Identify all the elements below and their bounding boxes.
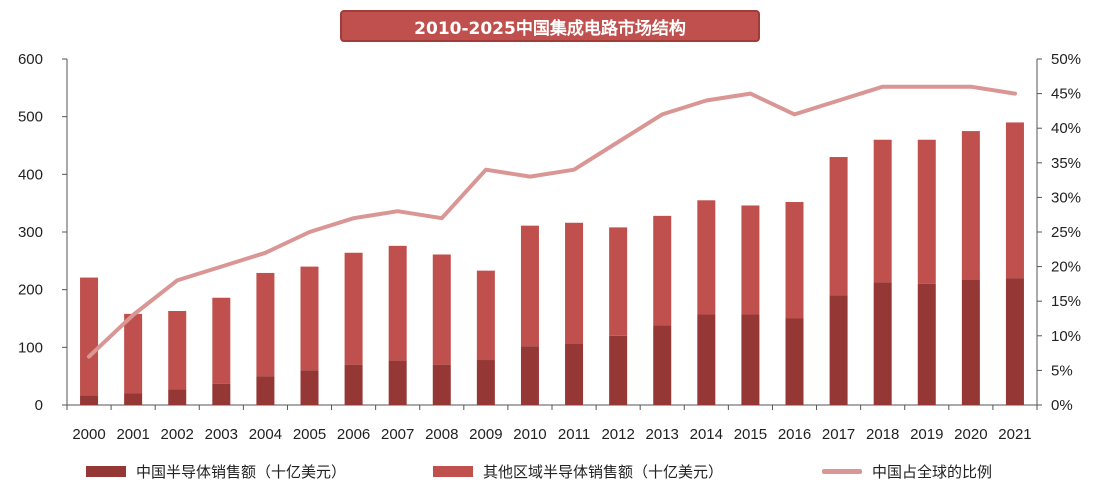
bar-china-sales xyxy=(476,360,495,405)
bar-other-sales xyxy=(344,252,363,365)
bar-other-sales xyxy=(520,225,539,347)
line-china-share xyxy=(87,84,1017,359)
y-left-tick-label: 300 xyxy=(18,224,43,241)
x-tick-label: 2018 xyxy=(866,426,899,443)
bar-other-sales xyxy=(212,297,231,384)
x-tick-label: 2019 xyxy=(910,426,943,443)
y-left-tick-label: 500 xyxy=(18,109,43,126)
x-tick-label: 2017 xyxy=(822,426,855,443)
y-right-tick-label: 40% xyxy=(1051,120,1081,137)
x-tick-label: 2005 xyxy=(293,426,326,443)
x-tick-label: 2009 xyxy=(469,426,502,443)
x-tick-label: 2013 xyxy=(646,426,679,443)
bar-other-sales xyxy=(829,157,848,296)
y-right-tick-label: 15% xyxy=(1051,293,1081,310)
legend-swatch-china-share xyxy=(822,469,862,474)
y-right-tick-label: 5% xyxy=(1051,362,1073,379)
bar-other-sales xyxy=(432,254,451,365)
y-right-tick-label: 45% xyxy=(1051,86,1081,103)
bar-other-sales xyxy=(697,200,716,315)
bar-other-sales xyxy=(80,277,99,396)
bar-china-sales xyxy=(917,283,936,405)
y-left-tick-label: 0 xyxy=(35,397,43,414)
bar-china-sales xyxy=(565,343,584,405)
x-tick-label: 2006 xyxy=(337,426,370,443)
chart-title: 2010-2025中国集成电路市场结构 xyxy=(340,10,760,42)
y-right-tick-label: 30% xyxy=(1051,189,1081,206)
legend-item-other-sales: 其他区域半导体销售额（十亿美元） xyxy=(433,461,723,482)
x-tick-label: 2010 xyxy=(513,426,546,443)
x-tick-label: 2001 xyxy=(116,426,149,443)
bar-other-sales xyxy=(873,139,892,283)
x-tick-label: 2020 xyxy=(954,426,987,443)
bar-other-sales xyxy=(124,313,143,394)
chart-legend: 中国半导体销售额（十亿美元） 其他区域半导体销售额（十亿美元） 中国占全球的比例 xyxy=(0,461,1113,483)
bar-china-sales xyxy=(520,346,539,405)
x-tick-label: 2015 xyxy=(734,426,767,443)
x-tick-label: 2014 xyxy=(690,426,723,443)
bar-china-sales xyxy=(741,314,760,405)
bar-other-sales xyxy=(476,270,495,361)
bar-china-sales xyxy=(1005,278,1024,405)
y-right-tick-label: 10% xyxy=(1051,328,1081,345)
bar-china-sales xyxy=(344,364,363,405)
bar-other-sales xyxy=(388,245,407,361)
bar-other-sales xyxy=(785,202,804,319)
bar-china-sales xyxy=(961,279,980,405)
y-right-tick-label: 50% xyxy=(1051,51,1081,68)
bar-other-sales xyxy=(741,205,760,315)
x-tick-label: 2002 xyxy=(161,426,194,443)
bar-china-sales xyxy=(80,395,99,405)
x-tick-label: 2012 xyxy=(601,426,634,443)
y-right-tick-label: 20% xyxy=(1051,259,1081,276)
bar-china-sales xyxy=(168,389,187,405)
bar-other-sales xyxy=(565,222,584,344)
bar-other-sales xyxy=(609,227,628,336)
legend-label-china-sales: 中国半导体销售额（十亿美元） xyxy=(136,463,347,481)
x-tick-label: 2000 xyxy=(72,426,105,443)
legend-swatch-other-sales xyxy=(433,466,473,477)
bar-china-sales xyxy=(212,383,231,405)
y-left-tick-label: 600 xyxy=(18,51,43,68)
bar-other-sales xyxy=(256,272,275,377)
x-tick-label: 2004 xyxy=(249,426,282,443)
bar-other-sales xyxy=(917,139,936,284)
x-tick-label: 2016 xyxy=(778,426,811,443)
y-right-tick-label: 35% xyxy=(1051,155,1081,172)
y-right-tick-label: 0% xyxy=(1051,397,1073,414)
bar-other-sales xyxy=(300,266,319,371)
bar-china-sales xyxy=(829,295,848,405)
bar-china-sales xyxy=(609,335,628,405)
y-left-tick-label: 400 xyxy=(18,166,43,183)
bar-china-sales xyxy=(653,325,672,405)
bar-china-sales xyxy=(873,282,892,405)
legend-item-china-share: 中国占全球的比例 xyxy=(822,461,992,482)
bar-china-sales xyxy=(432,364,451,405)
legend-label-other-sales: 其他区域半导体销售额（十亿美元） xyxy=(483,463,724,481)
bar-other-sales xyxy=(168,311,187,390)
x-tick-label: 2008 xyxy=(425,426,458,443)
bar-china-sales xyxy=(785,318,804,405)
bar-other-sales xyxy=(1005,122,1024,279)
x-tick-label: 2007 xyxy=(381,426,414,443)
y-right-tick-label: 25% xyxy=(1051,224,1081,241)
bar-other-sales xyxy=(961,131,980,280)
bar-other-sales xyxy=(653,215,672,326)
x-tick-label: 2003 xyxy=(205,426,238,443)
legend-item-china-sales: 中国半导体销售额（十亿美元） xyxy=(86,461,346,482)
legend-label-china-share: 中国占全球的比例 xyxy=(872,463,993,481)
x-tick-label: 2011 xyxy=(558,426,590,443)
bar-china-sales xyxy=(124,393,143,405)
bar-china-sales xyxy=(697,314,716,405)
bar-china-sales xyxy=(256,376,275,405)
y-left-tick-label: 100 xyxy=(18,339,43,356)
bar-china-sales xyxy=(300,370,319,405)
legend-swatch-china-sales xyxy=(86,466,126,477)
x-tick-label: 2021 xyxy=(998,426,1031,443)
bar-china-sales xyxy=(388,360,407,405)
y-left-tick-label: 200 xyxy=(18,282,43,299)
